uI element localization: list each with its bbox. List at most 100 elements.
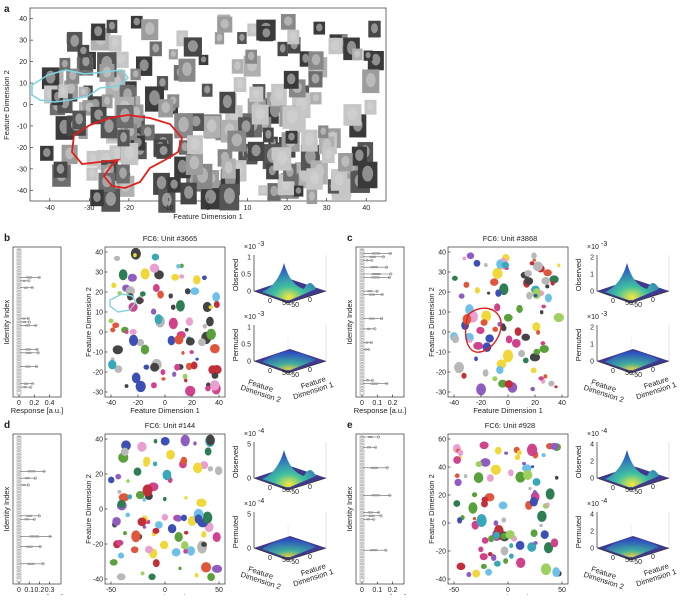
response-point bbox=[17, 389, 21, 392]
response-point bbox=[360, 545, 364, 548]
identity-cluster bbox=[131, 530, 141, 543]
face-thumbnail bbox=[189, 156, 200, 170]
response-point bbox=[17, 361, 21, 365]
response-point bbox=[17, 504, 21, 507]
face-thumbnail bbox=[308, 191, 315, 201]
face-thumbnail bbox=[241, 120, 251, 133]
response-point bbox=[17, 344, 21, 348]
identity-cluster bbox=[159, 540, 169, 550]
identity-cluster bbox=[152, 527, 160, 534]
identity-cluster bbox=[154, 521, 163, 529]
response-point bbox=[360, 535, 364, 538]
face-thumbnail bbox=[234, 61, 241, 71]
identity-cluster bbox=[539, 524, 543, 528]
scatter-ytick-label: -20 bbox=[93, 542, 103, 549]
identity-cluster bbox=[505, 335, 513, 344]
response-box bbox=[371, 252, 381, 255]
identity-cluster bbox=[183, 530, 189, 535]
scatter-xtick-label: -40 bbox=[449, 400, 459, 407]
response-point bbox=[17, 446, 21, 449]
scatter-xtick-label: 0 bbox=[163, 400, 167, 407]
surface-xtick-label: -50 bbox=[289, 372, 299, 379]
surface-xtick-label: 0 bbox=[308, 297, 312, 304]
face-thumbnail bbox=[133, 17, 141, 26]
scatter-ytick-label: 0 bbox=[99, 507, 103, 514]
identity-cluster bbox=[501, 517, 507, 523]
surface-ztick-label: 1 bbox=[590, 342, 594, 349]
scatter-ytick-label: 30 bbox=[95, 270, 103, 277]
scatter-xlabel: Feature Dimension 1 bbox=[473, 406, 543, 415]
scatter-ytick-label: 60 bbox=[438, 437, 446, 444]
identity-cluster bbox=[209, 344, 220, 354]
identity-cluster bbox=[172, 371, 177, 377]
response-point bbox=[17, 449, 21, 452]
identity-cluster bbox=[468, 502, 478, 514]
panel-a-ytick-label: 40 bbox=[19, 16, 27, 23]
panel-a-xtick-label: -10 bbox=[163, 205, 173, 212]
response-point bbox=[17, 259, 21, 262]
identity-cluster bbox=[198, 338, 206, 347]
surface-ztick-label: 0 bbox=[247, 546, 251, 553]
face-thumbnail bbox=[367, 102, 374, 111]
identity-cluster bbox=[184, 327, 189, 332]
identity-cluster bbox=[544, 293, 552, 303]
identity-cluster bbox=[524, 269, 533, 277]
response-xtick-label: 0.1 bbox=[372, 400, 382, 407]
face-thumbnail bbox=[265, 129, 272, 139]
response-point bbox=[17, 511, 21, 514]
identity-cluster bbox=[481, 496, 489, 503]
face-thumbnail bbox=[362, 165, 374, 182]
surface-ytick-label: 50 bbox=[625, 557, 633, 564]
face-thumbnail bbox=[104, 96, 111, 105]
face-thumbnail bbox=[67, 83, 75, 94]
surface-zlabel: Permuted bbox=[574, 329, 583, 362]
response-point bbox=[380, 293, 384, 297]
identity-cluster bbox=[114, 365, 123, 373]
identity-cluster bbox=[497, 321, 502, 327]
face-thumbnail bbox=[216, 33, 223, 42]
response-point bbox=[17, 303, 21, 307]
panel-a-ytick-label: 20 bbox=[19, 59, 27, 66]
response-point bbox=[360, 566, 364, 569]
face-image-cloud bbox=[40, 14, 384, 213]
response-point bbox=[371, 378, 375, 382]
response-point bbox=[35, 347, 39, 351]
surface-base-axis bbox=[630, 290, 670, 304]
response-point bbox=[381, 255, 385, 259]
response-point bbox=[17, 313, 21, 317]
face-thumbnail bbox=[102, 175, 112, 188]
surface-scale: ×10 bbox=[244, 314, 256, 321]
identity-cluster bbox=[211, 372, 219, 379]
surface-ytick-label: 50 bbox=[282, 370, 290, 377]
response-point bbox=[31, 382, 35, 386]
response-point bbox=[360, 528, 364, 531]
scatter-xtick-label: 40 bbox=[215, 400, 223, 407]
face-thumbnail bbox=[324, 149, 332, 160]
surface-zlabel: Observed bbox=[574, 446, 583, 479]
response-box bbox=[368, 514, 375, 517]
response-point bbox=[17, 375, 21, 379]
identity-cluster bbox=[533, 348, 541, 355]
identity-cluster bbox=[529, 353, 541, 362]
face-thumbnail bbox=[93, 192, 101, 203]
panel-a-xtick-label: 40 bbox=[362, 205, 370, 212]
surface-ytick-label: 0 bbox=[611, 485, 615, 492]
response-point bbox=[360, 279, 364, 283]
response-point bbox=[17, 248, 21, 252]
face-thumbnail bbox=[184, 185, 194, 199]
face-thumbnail bbox=[220, 18, 229, 29]
response-box bbox=[369, 293, 376, 296]
response-point bbox=[360, 555, 364, 559]
face-thumbnail bbox=[88, 169, 96, 178]
response-box bbox=[25, 348, 31, 351]
identity-cluster bbox=[474, 287, 481, 294]
response-point bbox=[360, 483, 364, 487]
response-box bbox=[371, 494, 380, 497]
face-thumbnail bbox=[143, 127, 152, 137]
response-plot-frame bbox=[355, 433, 405, 585]
response-point bbox=[370, 258, 374, 262]
response-point bbox=[373, 327, 377, 331]
face-thumbnail bbox=[341, 155, 350, 167]
response-point bbox=[17, 566, 21, 569]
response-point bbox=[17, 500, 21, 504]
